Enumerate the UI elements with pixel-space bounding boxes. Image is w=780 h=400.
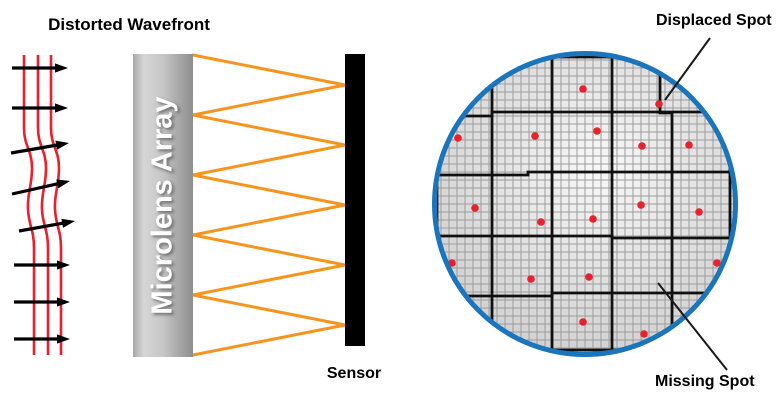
propagation-arrow bbox=[12, 63, 68, 73]
wavefront-line bbox=[36, 55, 50, 355]
ray-line bbox=[191, 203, 347, 237]
focal-spot bbox=[713, 259, 721, 267]
focal-spot bbox=[471, 204, 479, 212]
propagation-arrow bbox=[18, 218, 75, 233]
propagation-arrow bbox=[10, 140, 69, 155]
focal-spot bbox=[640, 330, 648, 338]
focal-spot bbox=[579, 85, 587, 93]
leader-line-missing-spot bbox=[657, 282, 728, 371]
microlens-array-label: Microlens Array bbox=[146, 96, 179, 315]
ray-line bbox=[191, 173, 347, 207]
focal-spot bbox=[638, 142, 646, 150]
wavefront-line bbox=[22, 55, 36, 355]
major-grid-line bbox=[434, 291, 736, 298]
sensor-label: Sensor bbox=[326, 365, 382, 382]
focal-spot bbox=[637, 201, 645, 209]
major-grid-line bbox=[434, 170, 736, 177]
microlens-array-bar: Microlens Array bbox=[133, 54, 193, 357]
focal-spot bbox=[579, 318, 587, 326]
missing-spot-label: Missing Spot bbox=[655, 373, 755, 390]
ray-line bbox=[191, 53, 347, 87]
propagation-arrow bbox=[14, 297, 70, 307]
ray-line bbox=[191, 323, 347, 357]
sensor-aperture-ring bbox=[432, 51, 738, 357]
propagation-arrow bbox=[14, 334, 70, 344]
leader-line-displaced-spot bbox=[664, 37, 711, 101]
propagation-arrow bbox=[11, 179, 70, 196]
focal-spot bbox=[531, 132, 539, 140]
focal-spot bbox=[454, 134, 462, 142]
distorted-wavefront-label: Distorted Wavefront bbox=[48, 15, 210, 34]
sensor-bar bbox=[345, 54, 365, 346]
ray-line bbox=[191, 83, 347, 117]
focal-spot bbox=[593, 127, 601, 135]
propagation-arrow bbox=[12, 103, 68, 113]
focal-spot bbox=[695, 208, 703, 216]
ray-line bbox=[191, 263, 347, 297]
ray-line bbox=[191, 233, 347, 267]
displaced-spot-label: Displaced Spot bbox=[656, 12, 772, 29]
propagation-arrow bbox=[14, 260, 70, 270]
focal-spot bbox=[537, 218, 545, 226]
major-grid-line bbox=[434, 234, 736, 240]
ray-line bbox=[191, 143, 347, 177]
focal-spot bbox=[685, 141, 693, 149]
focal-spot bbox=[585, 273, 593, 281]
wavefront-line bbox=[49, 55, 63, 355]
sensor-view bbox=[434, 53, 736, 355]
ray-line bbox=[191, 113, 347, 147]
focal-spot bbox=[589, 215, 597, 223]
focal-spot bbox=[527, 275, 535, 283]
displaced-spot bbox=[655, 100, 663, 108]
ray-line bbox=[191, 293, 347, 327]
